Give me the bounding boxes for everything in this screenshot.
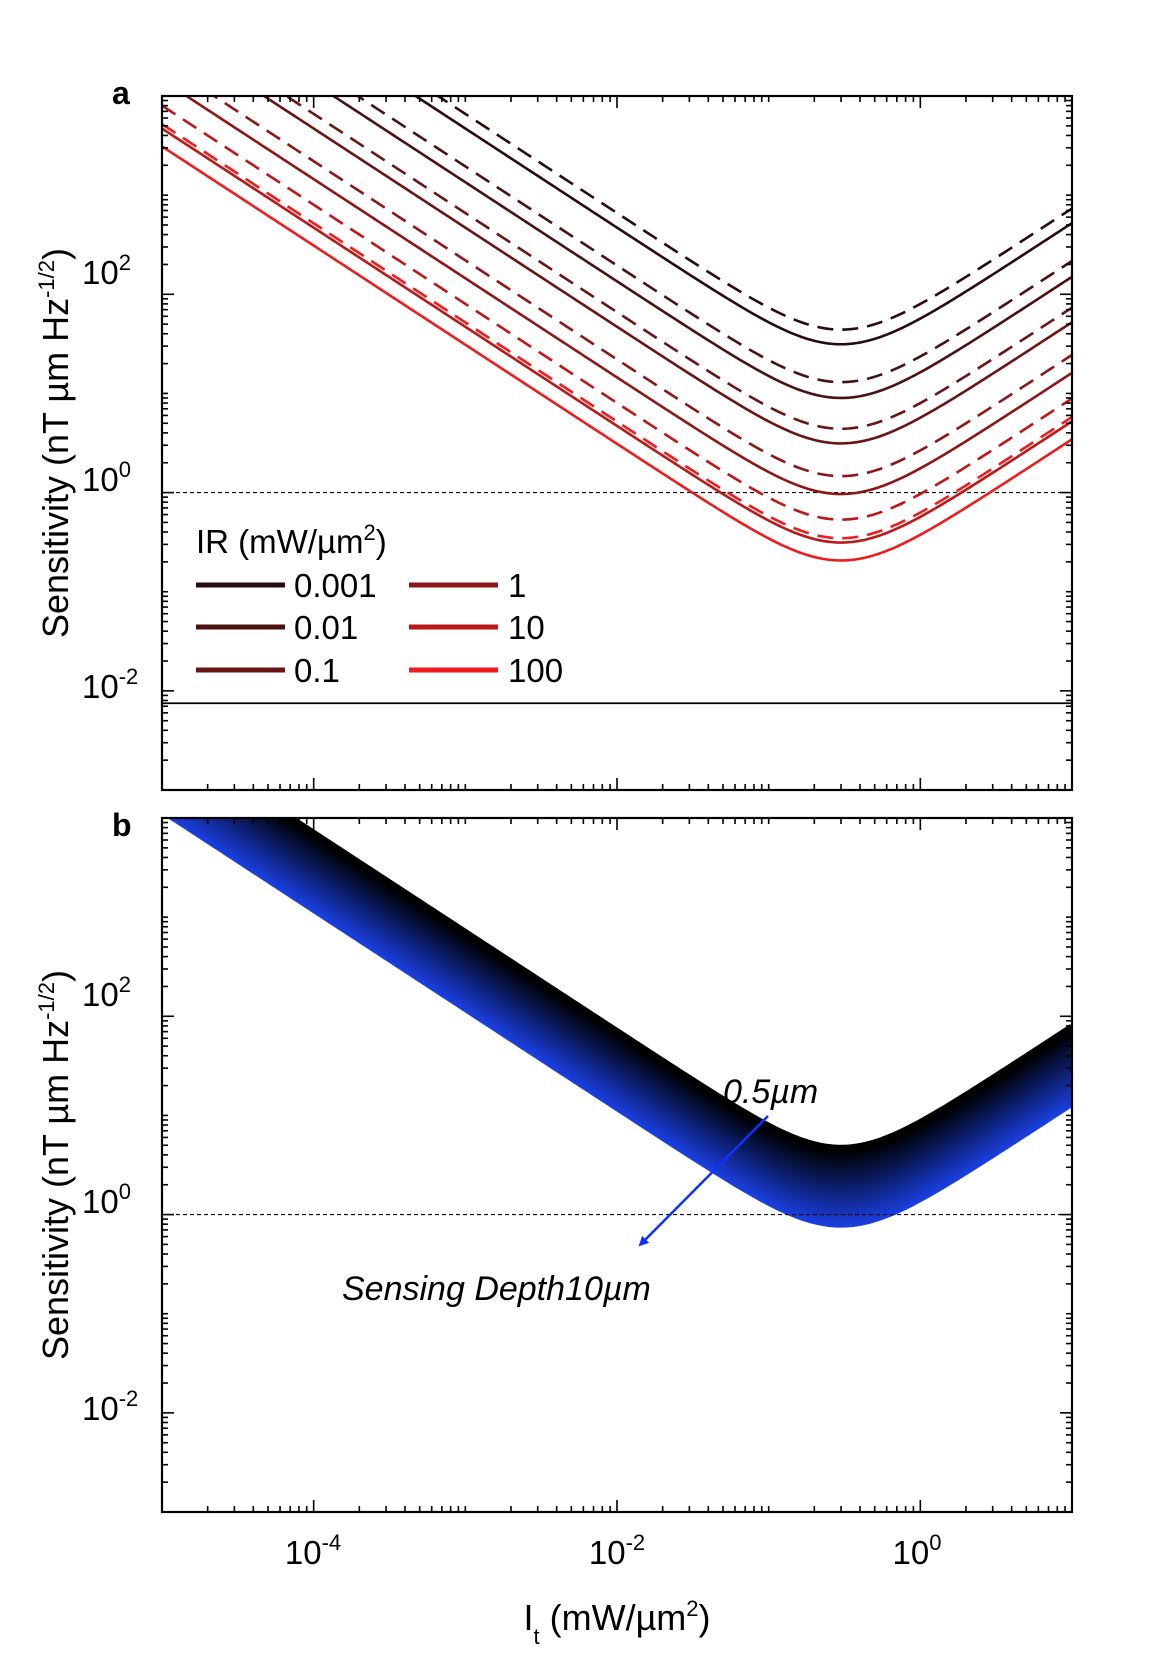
x-axis-label: It (mW/µm2) <box>523 1596 710 1649</box>
plot-frame-a <box>160 94 1074 792</box>
annotation-bottom: Sensing Depth10µm <box>342 1270 651 1308</box>
legend-label-100: 100 <box>508 652 563 689</box>
y-axis-label-b: Sensitivity (nT µm Hz-1/2) <box>34 970 76 1360</box>
series-dashed-0.01 <box>355 96 1072 384</box>
y-axis-label-a: Sensitivity (nT µm Hz-1/2) <box>34 248 76 638</box>
annotation-top: 0.5µm <box>723 1073 818 1111</box>
legend-label-1: 1 <box>508 567 526 604</box>
panel-a: a 102 100 10-2 Sensitivity (nT µm Hz-1/2… <box>34 75 1074 792</box>
ytick-label-b-1e-2: 10-2 <box>82 1386 138 1427</box>
xtick-label-1e-4: 10-4 <box>285 1530 341 1571</box>
series-dashed-0.1 <box>283 96 1072 431</box>
panel-b: b 102 100 10-2 10-4 10-2 100 Sensitivity… <box>34 807 1074 1649</box>
panel-letter-b: b <box>112 807 132 843</box>
series-solid-0.001 <box>413 96 1072 346</box>
xtick-label-1e0: 100 <box>893 1530 942 1571</box>
series-dashed-0.001 <box>435 96 1072 331</box>
ytick-label-a-1e2: 102 <box>82 250 131 291</box>
legend-label-0.001: 0.001 <box>294 567 377 604</box>
series-solid-10 <box>162 127 1072 544</box>
ytick-labels-a: 102 100 10-2 <box>82 250 138 705</box>
band-curves-b <box>167 818 1072 1228</box>
ytick-label-a-1e-2: 10-2 <box>82 664 138 705</box>
series-solid-0.01 <box>331 96 1072 400</box>
ytick-labels-b: 102 100 10-2 <box>82 972 138 1427</box>
legend-title: IR (mW/µm2) <box>196 520 387 560</box>
ytick-label-b-1e0: 100 <box>82 1179 131 1220</box>
series-solid-100 <box>162 145 1072 562</box>
legend-label-0.1: 0.1 <box>294 652 340 689</box>
series-dashed-10 <box>162 104 1072 521</box>
series-dashed-1 <box>211 96 1072 478</box>
legend-label-10: 10 <box>508 609 545 646</box>
panel-letter-a: a <box>112 75 130 111</box>
legend-label-0.01: 0.01 <box>294 609 358 646</box>
legend-a: IR (mW/µm2) 0.001 0.01 0.1 1 10 100 <box>196 520 563 689</box>
series-dashed-100 <box>162 123 1072 540</box>
series-curves-a <box>162 96 1072 562</box>
band-curve-0 <box>283 818 1072 1152</box>
xtick-labels-b: 10-4 10-2 100 <box>285 1530 942 1571</box>
series-solid-0.1 <box>261 96 1072 445</box>
series-solid-1 <box>184 96 1072 496</box>
ytick-label-b-1e2: 102 <box>82 972 131 1013</box>
plot-frame-b <box>160 816 1074 1514</box>
ytick-label-a-1e0: 100 <box>82 457 131 498</box>
depth-arrow <box>638 1115 769 1247</box>
xtick-label-1e-2: 10-2 <box>589 1530 645 1571</box>
